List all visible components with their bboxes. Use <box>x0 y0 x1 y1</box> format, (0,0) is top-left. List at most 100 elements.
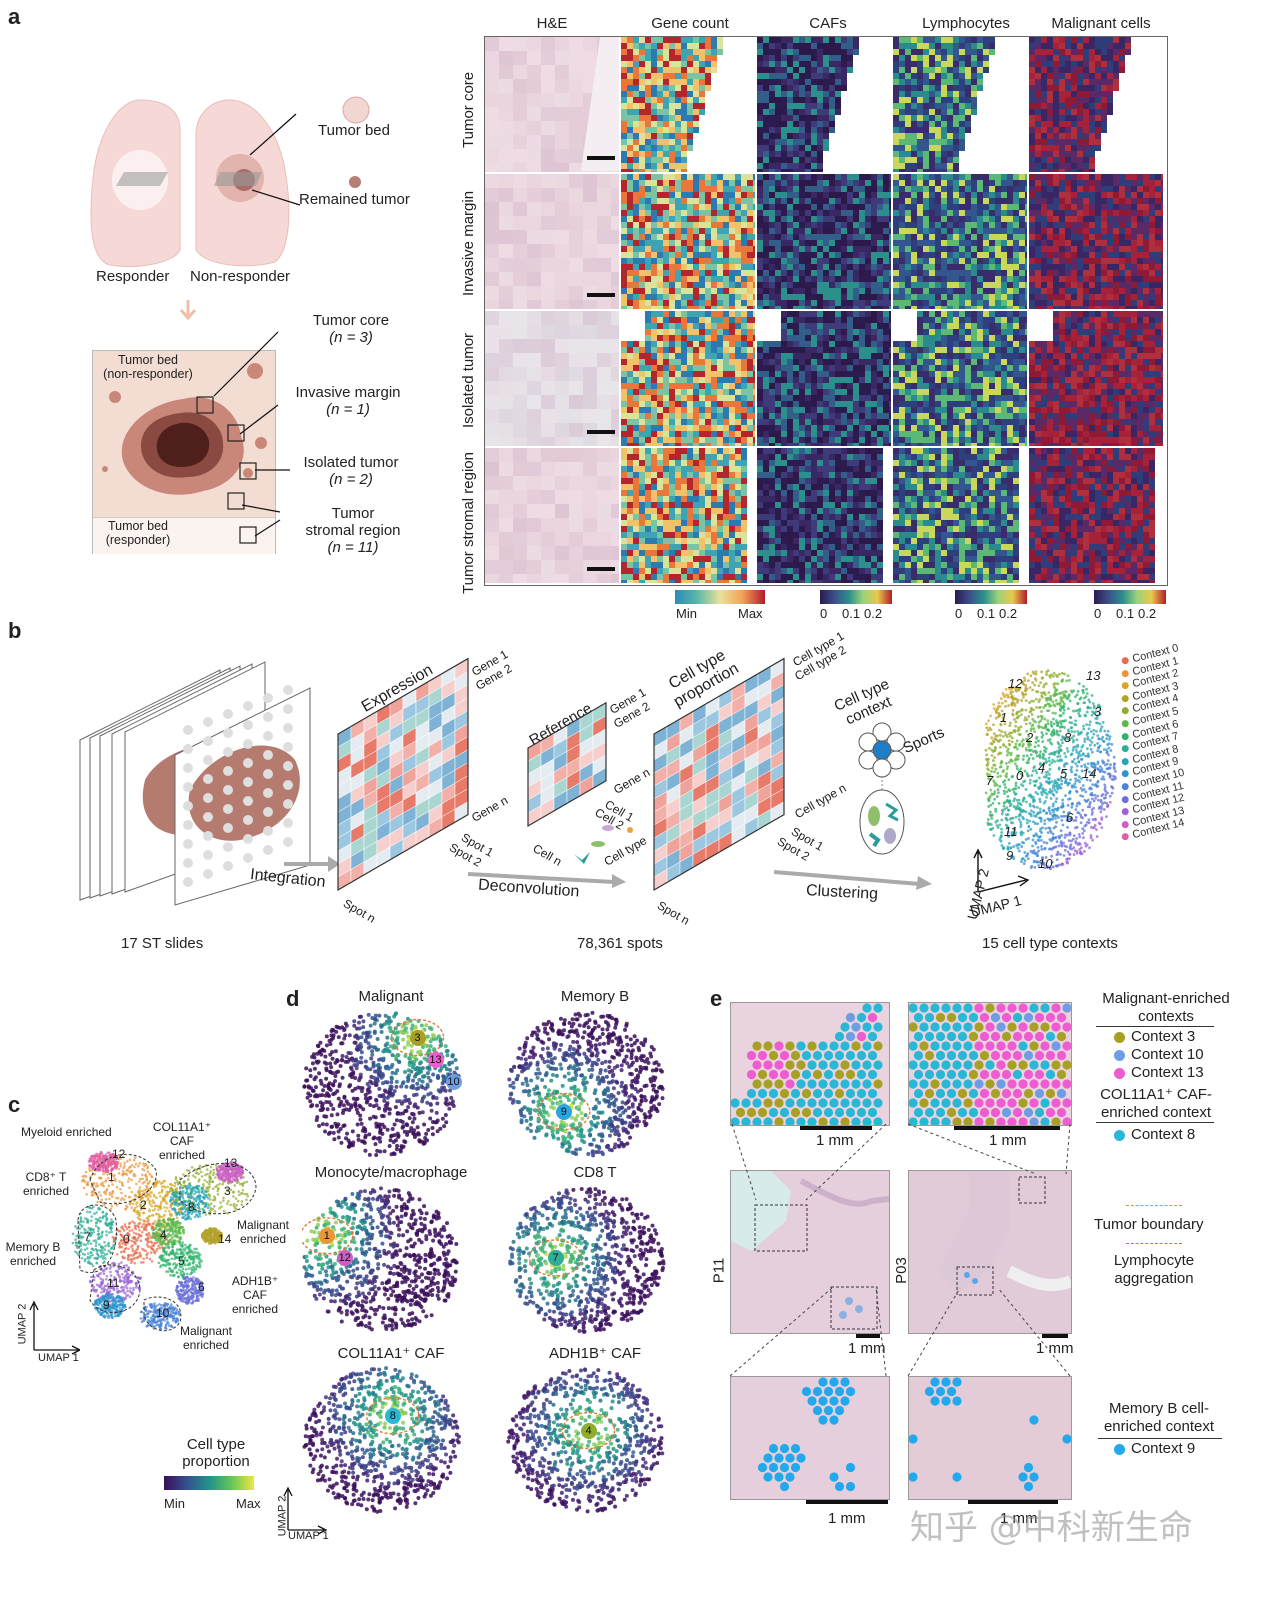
legend-rule-1 <box>1096 1026 1214 1027</box>
scale-e3: 1 mm <box>848 1340 886 1357</box>
umap-d-title-5: COL11A1⁺ CAF <box>337 1345 445 1362</box>
cluster-badge: 8 <box>384 1407 401 1424</box>
tile-he-row3 <box>485 311 619 446</box>
tile-caf-row3 <box>757 311 891 446</box>
scalebar-e1 <box>800 1126 872 1130</box>
colorbar-prop-3 <box>1094 590 1166 604</box>
tile-caf-row4 <box>757 448 891 583</box>
legend-malig-item: Context 13 <box>1114 1064 1204 1082</box>
down-arrow <box>179 300 197 321</box>
panel-a-letter: a <box>8 4 21 29</box>
umap-d-plot-2 <box>507 1010 665 1158</box>
section-plane <box>116 172 168 186</box>
cbar-max: Max <box>236 1496 261 1511</box>
tile-lym-row3 <box>893 311 1027 446</box>
umap-c-cluster-number: 5 <box>178 1254 185 1268</box>
lymph-swatch <box>1126 1243 1182 1244</box>
col-cafs: CAFs <box>809 15 847 32</box>
scale-e1: 1 mm <box>816 1132 854 1149</box>
tile-caf-row1 <box>757 37 891 172</box>
tumor-bed-nonresp-label: Tumor bed (non-responder) <box>103 353 193 381</box>
cluster-badge: 9 <box>555 1103 572 1120</box>
umap-c-cluster-number: 6 <box>198 1280 205 1294</box>
tumor-boundary-label: Tumor boundary <box>1094 1216 1204 1233</box>
legend-malig-list: Context 3 Context 10 Context 13 <box>1114 1028 1204 1082</box>
e-zoom-dashed-lines <box>729 1123 1071 1377</box>
cluster-badge: 3 <box>409 1029 426 1046</box>
context-flower <box>858 722 906 855</box>
umap-c-cluster-number: 13 <box>224 1156 238 1170</box>
responder-label: Responder <box>96 268 170 285</box>
responder-bed-band <box>93 517 275 554</box>
label-memb: Memory B enriched <box>5 1240 61 1268</box>
colorbar-tick: 0.2 <box>999 606 1018 621</box>
umap-d-axis1: UMAP 1 <box>288 1530 329 1542</box>
cluster-badge: 12 <box>336 1249 353 1266</box>
cbar-title: Cell type proportion <box>182 1436 250 1470</box>
colorbar-prop-2 <box>955 590 1027 604</box>
tumor-core <box>156 422 210 467</box>
umap-d-title-1: Malignant <box>358 988 424 1005</box>
tile-he-row4 <box>485 448 619 583</box>
umap-c-cluster-number: 0 <box>123 1232 130 1246</box>
row-isolated-tumor: Isolated tumor <box>460 332 477 428</box>
col-gene-count: Gene count <box>651 15 729 32</box>
tile-lym-row1 <box>893 37 1027 172</box>
lymph-label: Lymphocyte aggregation <box>1113 1252 1195 1287</box>
e-p11-slide <box>730 1170 890 1334</box>
scale-e5: 1 mm <box>828 1510 866 1527</box>
umap-d-axes <box>283 1486 328 1535</box>
cluster-badge: 7 <box>547 1250 564 1266</box>
umap-c-cluster-number: 8 <box>188 1200 195 1214</box>
section-plane-2 <box>214 172 262 186</box>
integration-arrow <box>284 856 340 872</box>
scale-e2: 1 mm <box>989 1132 1027 1149</box>
panel-c-letter: c <box>8 1092 21 1117</box>
colorbar-tick: 0 <box>955 606 963 621</box>
scalebar-e4 <box>1042 1334 1068 1338</box>
colorbar-tick: 0 <box>820 606 828 621</box>
tile-mal-row3 <box>1029 311 1163 446</box>
memb-title: Memory B cell- enriched context <box>1103 1400 1215 1435</box>
remained-tumor-label: Remained tumor <box>299 191 410 208</box>
row-stromal: Tumor stromal region <box>460 452 477 594</box>
caption-spots: 78,361 spots <box>577 935 663 952</box>
region-isolated-tumor: Isolated tumor (n = 2) <box>303 454 399 488</box>
umap-b-axes <box>973 848 1030 893</box>
umap-c-cluster-number: 9 <box>103 1298 110 1312</box>
spatial-tile-grid <box>484 36 1168 586</box>
colorbar-gene-min: Min <box>676 606 697 621</box>
umap-c-cluster-number: 7 <box>84 1230 91 1244</box>
tumor-boundary-swatch <box>1126 1205 1182 1206</box>
scalebar-e3 <box>856 1334 880 1338</box>
scalebar-e6 <box>968 1500 1058 1504</box>
umap-d-plot-3 <box>302 1186 459 1332</box>
colorbar-tick: 0 <box>1094 606 1102 621</box>
umap-c-cluster-number: 11 <box>107 1276 120 1290</box>
scalebar-e5 <box>806 1500 888 1504</box>
scale-e6: 1 mm <box>1000 1510 1038 1527</box>
legend-malig-item: Context 3 <box>1114 1028 1204 1046</box>
cbar-min: Min <box>164 1496 185 1511</box>
tile-caf-row2 <box>757 174 891 309</box>
tumor-bed-icon <box>342 96 370 124</box>
cluster-badge: 4 <box>580 1422 597 1439</box>
watermark: 知乎 @中科新生命 <box>910 1508 1193 1548</box>
legend-malig-item: Context 10 <box>1114 1046 1204 1064</box>
umap-d-title-3: Monocyte/macrophage <box>314 1164 468 1181</box>
tile-gene-row2 <box>621 174 755 309</box>
context9-dot <box>1114 1443 1125 1455</box>
umap-d-plot-4 <box>508 1187 666 1334</box>
colorbar-tick: 0.2 <box>1138 606 1157 621</box>
umap-c-cluster-number: 12 <box>112 1147 126 1161</box>
row-tumor-core: Tumor core <box>460 71 477 148</box>
label-malig2: Malignant enriched <box>179 1324 233 1352</box>
he-scalebar-row3 <box>587 430 615 434</box>
tile-lym-row2 <box>893 174 1027 309</box>
label-myeloid: Myeloid enriched <box>21 1125 112 1139</box>
memb-item: Context 9 <box>1114 1440 1195 1457</box>
region-invasive-margin: Invasive margin (n = 1) <box>295 384 401 418</box>
umap-c-cluster-number: 2 <box>140 1198 147 1212</box>
non-responder-label: Non-responder <box>190 268 291 285</box>
tile-mal-row4 <box>1029 448 1163 583</box>
